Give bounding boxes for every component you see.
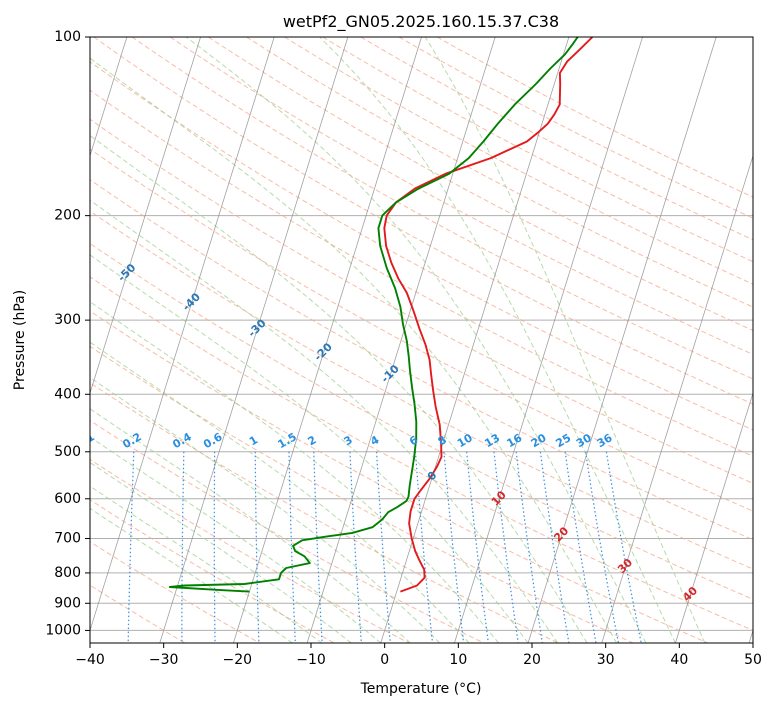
dry-adiabat — [90, 310, 710, 643]
dry-adiabat — [90, 541, 261, 643]
dry-adiabat — [90, 419, 485, 643]
mixing-ratio-line — [585, 451, 620, 643]
dry-adiabat — [90, 210, 753, 570]
x-tick-label: −40 — [75, 652, 105, 668]
x-tick-label: 40 — [670, 652, 688, 668]
plot-frame — [89, 36, 754, 644]
x-axis-title: Temperature (°C) — [360, 681, 482, 697]
mixing-ratio-lines — [127, 451, 642, 643]
moist-adiabat — [90, 436, 382, 643]
skewed-isotherm — [159, 37, 349, 643]
skewed-isotherm — [233, 37, 422, 643]
x-tick-label: 10 — [449, 652, 467, 668]
x-tick-label: −10 — [296, 652, 326, 668]
x-tick-label: 0 — [380, 652, 389, 668]
skewed-isotherm — [454, 37, 643, 643]
plot-area: -100-90-80-70-60-50-40-30-20-10010203040… — [74, 37, 753, 643]
dry-adiabats — [90, 37, 753, 643]
skewed-isotherms — [90, 37, 753, 643]
y-tick-label: 400 — [54, 386, 81, 402]
dry-adiabat — [90, 584, 186, 643]
moist-adiabat — [185, 37, 647, 643]
moist-adiabat — [90, 507, 293, 643]
moist-adiabat — [90, 485, 323, 643]
dry-adiabat — [90, 148, 753, 512]
dry-adiabat — [90, 382, 560, 643]
skewed-isotherm — [90, 37, 275, 632]
dry-adiabat — [90, 61, 753, 431]
x-tick-label: 20 — [523, 652, 541, 668]
x-tick-label: −30 — [149, 652, 179, 668]
moist-adiabat — [90, 461, 352, 643]
mixing-ratio-line — [313, 451, 323, 643]
mixing-ratio-line — [605, 451, 642, 643]
moist-adiabat — [90, 341, 470, 643]
moist-adiabat — [90, 199, 558, 643]
mixing-ratio-label: 0.1 — [74, 430, 97, 451]
x-tick-label: 30 — [597, 652, 615, 668]
moist-adiabats — [90, 37, 706, 643]
y-axis-title: Pressure (hPa) — [12, 290, 28, 390]
data-layer — [168, 37, 594, 593]
moist-adiabat — [90, 301, 499, 643]
y-tick-label: 1000 — [45, 622, 81, 638]
dry-adiabat — [90, 179, 753, 541]
dry-adiabat — [90, 242, 753, 600]
grid-layer — [90, 37, 753, 631]
mixing-ratio-line — [414, 451, 434, 643]
y-tick-label: 500 — [54, 444, 81, 460]
dry-adiabat — [208, 37, 753, 332]
skewed-isotherm — [527, 37, 717, 643]
moist-adiabat — [90, 254, 529, 643]
dry-adiabat — [93, 37, 753, 405]
mixing-ratio-line — [443, 451, 465, 643]
mixing-ratio-line — [254, 451, 260, 643]
mixing-ratio-line — [466, 451, 490, 643]
moist-adiabat — [90, 135, 588, 643]
skewed-isotherm — [90, 37, 201, 395]
moist-adiabat — [424, 37, 706, 643]
y-tick-label: 300 — [54, 312, 81, 328]
y-tick-label: 200 — [54, 208, 81, 224]
y-tick-label: 600 — [54, 491, 81, 507]
axes: −40 −30 −20 −10 0 10 20 30 40 50 100 200 300 400 500 60… — [45, 29, 762, 668]
skewed-isotherm — [675, 391, 753, 643]
mixing-ratio-line — [349, 451, 363, 643]
x-tick-label: 50 — [744, 652, 762, 668]
mixing-ratio-line — [127, 451, 135, 643]
skewed-isotherm — [601, 154, 753, 643]
mixing-ratio-line — [376, 451, 391, 643]
y-tick-label: 700 — [54, 531, 81, 547]
skewed-isotherm — [306, 37, 496, 643]
mixing-ratio-line — [288, 451, 296, 643]
dry-adiabat — [90, 276, 753, 631]
y-tick-label: 100 — [54, 29, 81, 45]
moist-adiabat — [319, 37, 676, 643]
mixing-ratio-line — [213, 451, 216, 643]
dry-adiabat — [169, 37, 753, 356]
moist-adiabat — [90, 57, 617, 643]
moist-adiabat — [90, 376, 441, 643]
mixing-ratio-line — [539, 451, 570, 643]
mixing-ratio-line — [515, 451, 544, 643]
mixing-ratio-line — [564, 451, 597, 643]
x-tick-label: −20 — [223, 652, 253, 668]
mixing-ratio-line — [181, 451, 185, 643]
chart-title: wetPf2_GN05.2025.160.15.37.C38 — [283, 12, 559, 32]
dry-adiabat — [90, 499, 336, 643]
y-tick-label: 900 — [54, 595, 81, 611]
moist-adiabat — [90, 408, 411, 643]
dewpoint-profile-line — [168, 37, 579, 593]
skewed-isotherm — [90, 37, 128, 158]
mixing-ratio-line — [493, 451, 519, 643]
dry-adiabat — [90, 458, 411, 643]
y-tick-label: 800 — [54, 565, 81, 581]
temperature-profile-line — [383, 37, 594, 593]
